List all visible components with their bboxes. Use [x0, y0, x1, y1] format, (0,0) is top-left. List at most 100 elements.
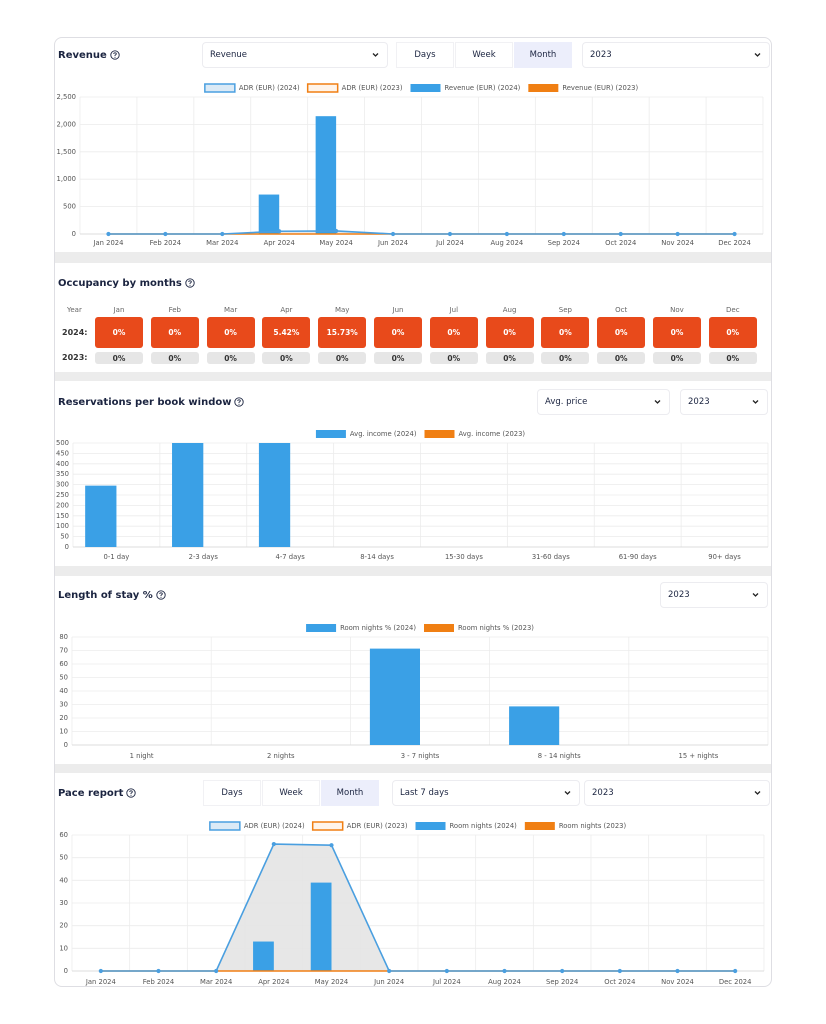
dropdown[interactable]: Revenue: [202, 42, 388, 68]
y-tick-label: 0: [65, 543, 69, 551]
x-tick-label: Sep 2024: [546, 978, 578, 986]
line-point: [390, 231, 396, 237]
help-icon-ring: [156, 590, 166, 600]
legend-label: ADR (EUR) (2023): [342, 84, 403, 92]
tab-button[interactable]: Month: [321, 780, 379, 806]
x-tick-label: 90+ days: [708, 553, 741, 561]
y-tick-label: 50: [60, 533, 69, 541]
legend-swatch: [315, 430, 346, 438]
occupancy-value: 15.73%: [326, 328, 358, 337]
x-tick-label: 8-14 days: [360, 553, 394, 561]
occupancy-value: 0%: [112, 328, 126, 337]
x-tick-label: Sep 2024: [548, 239, 580, 247]
dropdown[interactable]: Last 7 days: [392, 780, 580, 806]
occupancy-cell: 0%: [150, 317, 199, 348]
y-tick-label: 20: [59, 922, 68, 930]
y-tick-label: 500: [56, 439, 69, 447]
x-tick-label: Apr 2024: [264, 239, 295, 247]
x-tick-label: 2 nights: [267, 752, 295, 760]
line-point: [504, 231, 509, 237]
tab-button[interactable]: Week: [455, 42, 513, 68]
occupancy-value: 0%: [726, 353, 740, 363]
chart: 0 50 100 150 200 250 300 350 400 450 500 0-1 day 2-3…: [56, 430, 769, 561]
y-tick-label: 1,000: [57, 175, 76, 183]
chevron: [752, 593, 759, 597]
dropdown-value: 2023: [668, 590, 690, 600]
dropdown[interactable]: 2023: [660, 582, 768, 608]
legend-label: Room nights % (2024): [340, 624, 416, 632]
x-tick-label: Mar 2024: [206, 239, 238, 247]
x-tick-label: Aug 2024: [491, 239, 524, 247]
occupancy-cell: 0%: [597, 352, 646, 364]
dropdown-value: Revenue: [210, 50, 248, 60]
occupancy-value: 0%: [224, 328, 237, 337]
legend: ADR (EUR) (2024) ADR (EUR) (2023) Room nig…: [209, 821, 626, 831]
y-tick-label: 30: [59, 899, 68, 907]
help-icon-glyph: [129, 790, 134, 794]
tab-button[interactable]: Days: [396, 42, 454, 68]
occupancy-cell: 0%: [95, 352, 143, 364]
line-point: [447, 231, 453, 237]
x-tick-label: Apr 2024: [258, 978, 289, 986]
section-title: Occupancy by months: [58, 276, 358, 290]
occupancy-value: 0%: [726, 328, 740, 337]
section-separator: [55, 566, 771, 576]
tab-button[interactable]: Days: [203, 780, 261, 806]
y-tick-label: 1,500: [57, 148, 76, 156]
y-tick-label: 0: [64, 741, 68, 749]
line-point: [733, 968, 738, 974]
occupancy-month: Mar: [223, 306, 238, 314]
dropdown-value: 2023: [590, 50, 612, 60]
dropdown-chevron: [754, 791, 761, 795]
bar: [310, 882, 332, 971]
dropdown[interactable]: 2023: [584, 780, 770, 806]
help-icon: [156, 590, 166, 600]
legend-label: ADR (EUR) (2023): [347, 822, 408, 830]
tab-button[interactable]: Week: [262, 780, 320, 806]
dropdown-value: 2023: [688, 397, 710, 407]
legend-label: Revenue (EUR) (2023): [562, 84, 638, 92]
x-tick-label: Dec 2024: [719, 978, 752, 986]
y-tick-label: 100: [56, 522, 69, 530]
line-point: [617, 968, 622, 974]
chevron: [754, 53, 761, 57]
occupancy-cell: 0%: [541, 317, 590, 348]
legend-label: Room nights % (2023): [458, 624, 534, 632]
help-icon-ring: [234, 397, 245, 407]
tab-button[interactable]: Month: [514, 42, 572, 68]
occupancy-value: 0%: [447, 328, 461, 337]
occupancy-year: 2024:: [62, 327, 88, 337]
dropdown-value: Avg. price: [545, 397, 588, 407]
bar: [315, 116, 337, 234]
tab-label: Days: [221, 788, 243, 798]
legend-swatch: [306, 83, 339, 93]
help-icon-dot: [160, 596, 162, 598]
legend: ADR (EUR) (2024) ADR (EUR) (2023) Revenue …: [204, 83, 638, 93]
occupancy-month: Feb: [168, 306, 181, 314]
dropdown-chevron: [752, 593, 759, 597]
bar: [172, 443, 204, 547]
x-tick-label: Jan 2024: [85, 978, 116, 986]
x-tick-label: 2-3 days: [189, 553, 219, 561]
occupancy-value: 0%: [447, 353, 461, 363]
section-title: Pace report: [58, 786, 358, 800]
legend-label: Revenue (EUR) (2024): [445, 84, 521, 92]
dropdown[interactable]: Avg. price: [537, 389, 670, 415]
line-point: [502, 968, 507, 974]
x-tick-label: 15 + nights: [679, 752, 719, 760]
occupancy-cell: 0%: [95, 317, 143, 348]
legend-label: ADR (EUR) (2024): [244, 822, 305, 830]
occupancy-cell: 0%: [318, 352, 367, 364]
dropdown[interactable]: 2023: [680, 389, 768, 415]
x-tick-label: Aug 2024: [488, 978, 521, 986]
help-icon-ring: [110, 50, 120, 60]
line-point: [675, 231, 680, 237]
dropdown[interactable]: 2023: [582, 42, 770, 68]
x-tick-label: 61-90 days: [619, 553, 657, 561]
occupancy-cell: 0%: [374, 352, 422, 364]
y-tick-label: 500: [63, 203, 76, 211]
help-icon-ring: [126, 788, 137, 798]
help-icon: [126, 788, 137, 798]
